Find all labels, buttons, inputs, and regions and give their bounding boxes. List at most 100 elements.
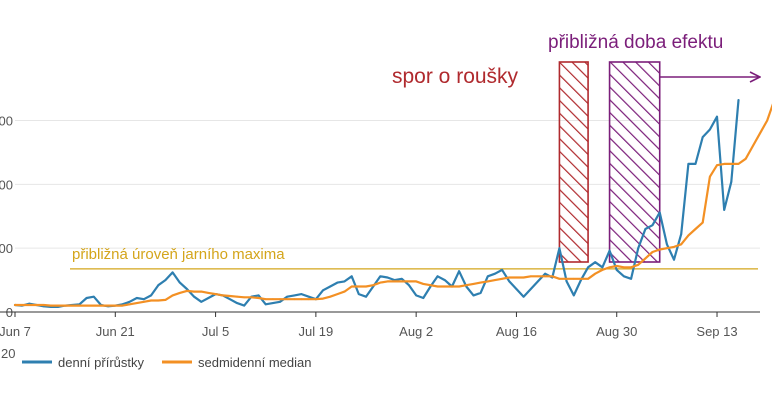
annotation-label-effect-period: přibližná doba efektu [548,32,723,53]
data-point-median [336,293,339,295]
data-point-daily [644,228,647,230]
data-point-daily [615,269,618,271]
annotation-band-effect-period [608,61,661,263]
data-point-daily [157,284,160,287]
data-point-median [630,266,632,269]
data-point-median [85,304,88,307]
data-point-median [243,296,246,299]
data-point-daily [150,294,153,297]
x-tick-label: Jun 21 [96,324,135,339]
data-point-daily [286,295,289,298]
data-point-daily [400,277,403,280]
data-point-daily [701,136,704,139]
data-point-daily [479,292,482,294]
data-point-median [737,163,740,165]
data-point-median [221,294,224,297]
data-point-daily [687,163,690,165]
data-point-median [658,248,661,251]
data-point-daily [737,99,740,101]
data-point-daily [537,280,539,283]
data-point-median [522,276,525,279]
data-point-median [494,279,496,281]
data-point-median [57,304,59,307]
data-point-median [350,285,353,288]
data-point-median [365,285,367,288]
data-point-median [207,292,210,294]
data-point-daily [515,288,518,290]
data-point-median [501,277,503,280]
data-point-median [709,175,711,178]
data-point-median [680,243,683,246]
data-point-daily [257,294,260,297]
data-point-daily [723,209,726,211]
data-point-daily [522,295,525,298]
data-point-daily [458,270,460,273]
x-tick-label: Sep 13 [696,324,737,339]
data-point-daily [365,295,367,298]
data-point-daily [572,294,575,297]
data-point-daily [408,284,410,287]
y-tick-label: 1000 [0,177,13,192]
data-point-median [178,292,181,294]
x-tick-label: Jun 7 [0,324,31,339]
data-point-daily [164,279,167,281]
y-tick-label: 1500 [0,114,13,129]
data-point-median [286,298,289,301]
data-point-median [429,284,432,287]
data-point-daily [716,115,718,118]
data-point-median [78,304,81,307]
data-point-daily [293,294,296,297]
data-point-daily [300,293,303,295]
data-point-daily [171,271,174,274]
data-point-daily [630,277,632,280]
data-point-daily [494,272,496,275]
data-point-daily [379,275,382,278]
x-tick-label: Aug 30 [596,324,637,339]
data-point-median [537,275,539,278]
year-label: 20 [1,346,15,361]
data-point-daily [92,295,95,298]
data-point-daily [128,300,131,303]
annotation-label-mask-dispute: spor o roušky [392,65,519,88]
data-point-median [107,304,109,307]
legend-label: denní přírůstky [58,355,144,370]
data-point-median [343,290,346,293]
data-point-daily [544,272,546,275]
data-point-daily [193,295,196,298]
x-tick-label: Aug 16 [496,324,537,339]
data-point-daily [415,294,418,297]
data-point-median [143,300,145,303]
data-point-daily [486,275,489,278]
data-point-median [372,284,375,287]
data-point-median [594,272,597,275]
data-point-median [135,302,138,304]
data-point-median [615,265,618,267]
data-point-daily [207,297,210,299]
data-point-median [264,298,267,301]
data-point-daily [236,302,239,304]
data-point-median [257,297,260,299]
data-point-daily [637,247,640,250]
data-point-median [465,284,468,287]
data-point-daily [436,275,439,278]
data-point-median [100,304,102,307]
data-point-median [400,280,403,283]
data-point-median [651,251,654,253]
data-point-daily [666,243,668,246]
data-point-median [551,275,554,278]
data-point-daily [623,275,625,278]
data-point-daily [279,300,281,303]
data-point-median [92,304,95,307]
data-point-daily [501,269,503,271]
data-point-median [637,263,640,266]
data-point-daily [601,266,604,269]
data-point-daily [587,266,589,269]
data-point-daily [350,275,353,278]
data-point-daily [694,163,697,165]
data-point-median [322,297,324,300]
data-point-median [171,294,174,297]
data-point-median [558,277,561,280]
data-point-daily [336,281,339,284]
data-point-median [544,275,546,278]
data-point-median [114,304,117,307]
